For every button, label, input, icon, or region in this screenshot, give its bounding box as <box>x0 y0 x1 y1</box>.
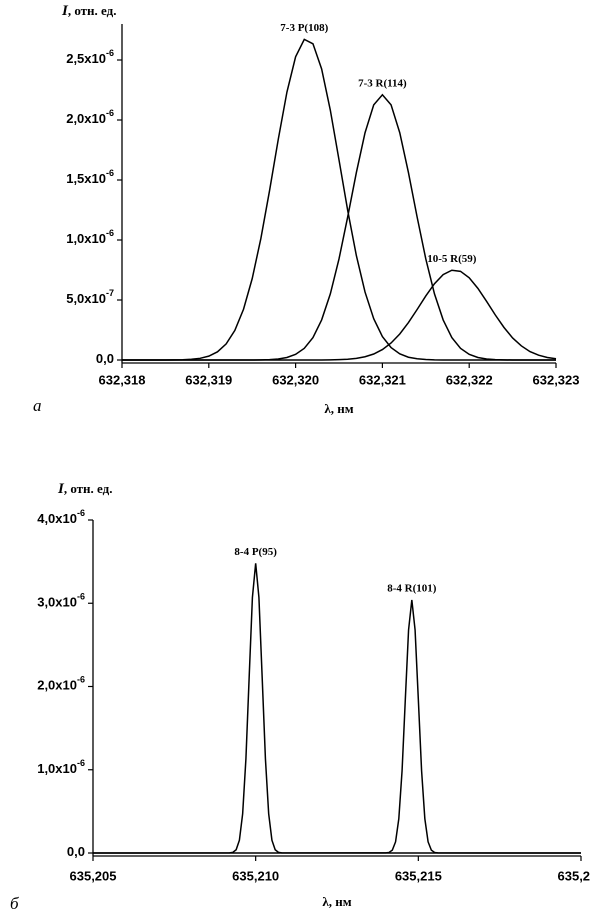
x-axis-label: λ, нм <box>322 894 351 909</box>
x-tick-label: 632,318 <box>99 372 146 387</box>
spectral-line <box>92 563 581 854</box>
y-tick-label: 4,0x10-6 <box>37 508 85 526</box>
peak-label: 7-3 P(108) <box>280 22 328 34</box>
y-tick-label: 2,5x10-6 <box>66 48 114 66</box>
x-tick-label: 632,320 <box>272 372 319 387</box>
spectral-line <box>122 93 556 361</box>
peak-label: 8-4 R(101) <box>387 582 437 594</box>
y-tick-label: 1,0x10-6 <box>66 228 114 246</box>
x-tick-label: 632,322 <box>446 372 493 387</box>
y-tick-label: 1,0x10-6 <box>37 758 85 776</box>
x-tick-label: 632,319 <box>185 372 232 387</box>
y-tick-label: 5,0x10-7 <box>66 288 114 306</box>
x-tick-label: 635,210 <box>232 868 279 883</box>
y-tick-label: 2,0x10-6 <box>37 675 85 693</box>
spectral-line <box>122 38 556 361</box>
panel-label: б <box>10 894 19 913</box>
peak-label: 10-5 R(59) <box>427 253 477 265</box>
peak-label: 7-3 R(114) <box>358 77 407 89</box>
x-tick-label: 635,215 <box>395 868 442 883</box>
y-axis-label: I, отн. ед. <box>61 3 116 19</box>
y-axis-label: I, отн. ед. <box>57 481 112 497</box>
y-tick-label: 0,0 <box>67 844 85 859</box>
x-tick-label: 635,220 <box>558 868 590 883</box>
y-tick-label: 3,0x10-6 <box>37 592 85 610</box>
y-tick-label: 2,0x10-6 <box>66 108 114 126</box>
x-axis-label: λ, нм <box>324 401 353 416</box>
x-tick-label: 632,323 <box>533 372 580 387</box>
chart-panel: 0,0 1,0x10-6 2,0x10-6 3,0x10-6 4,0x10-6 635,2… <box>10 481 590 913</box>
y-tick-label: 1,5x10-6 <box>66 168 114 186</box>
x-tick-label: 635,205 <box>70 868 117 883</box>
x-tick-label: 632,321 <box>359 372 406 387</box>
y-tick-label: 0,0 <box>96 351 114 366</box>
spectral-line <box>93 599 582 854</box>
chart-panel: 0,0 5,0x10-7 1,0x10-6 1,5x10-6 2,0x10-6 2,5x1… <box>33 3 580 416</box>
peak-label: 8-4 P(95) <box>234 546 277 558</box>
panel-label: а <box>33 396 42 415</box>
spectral-line <box>122 269 557 361</box>
